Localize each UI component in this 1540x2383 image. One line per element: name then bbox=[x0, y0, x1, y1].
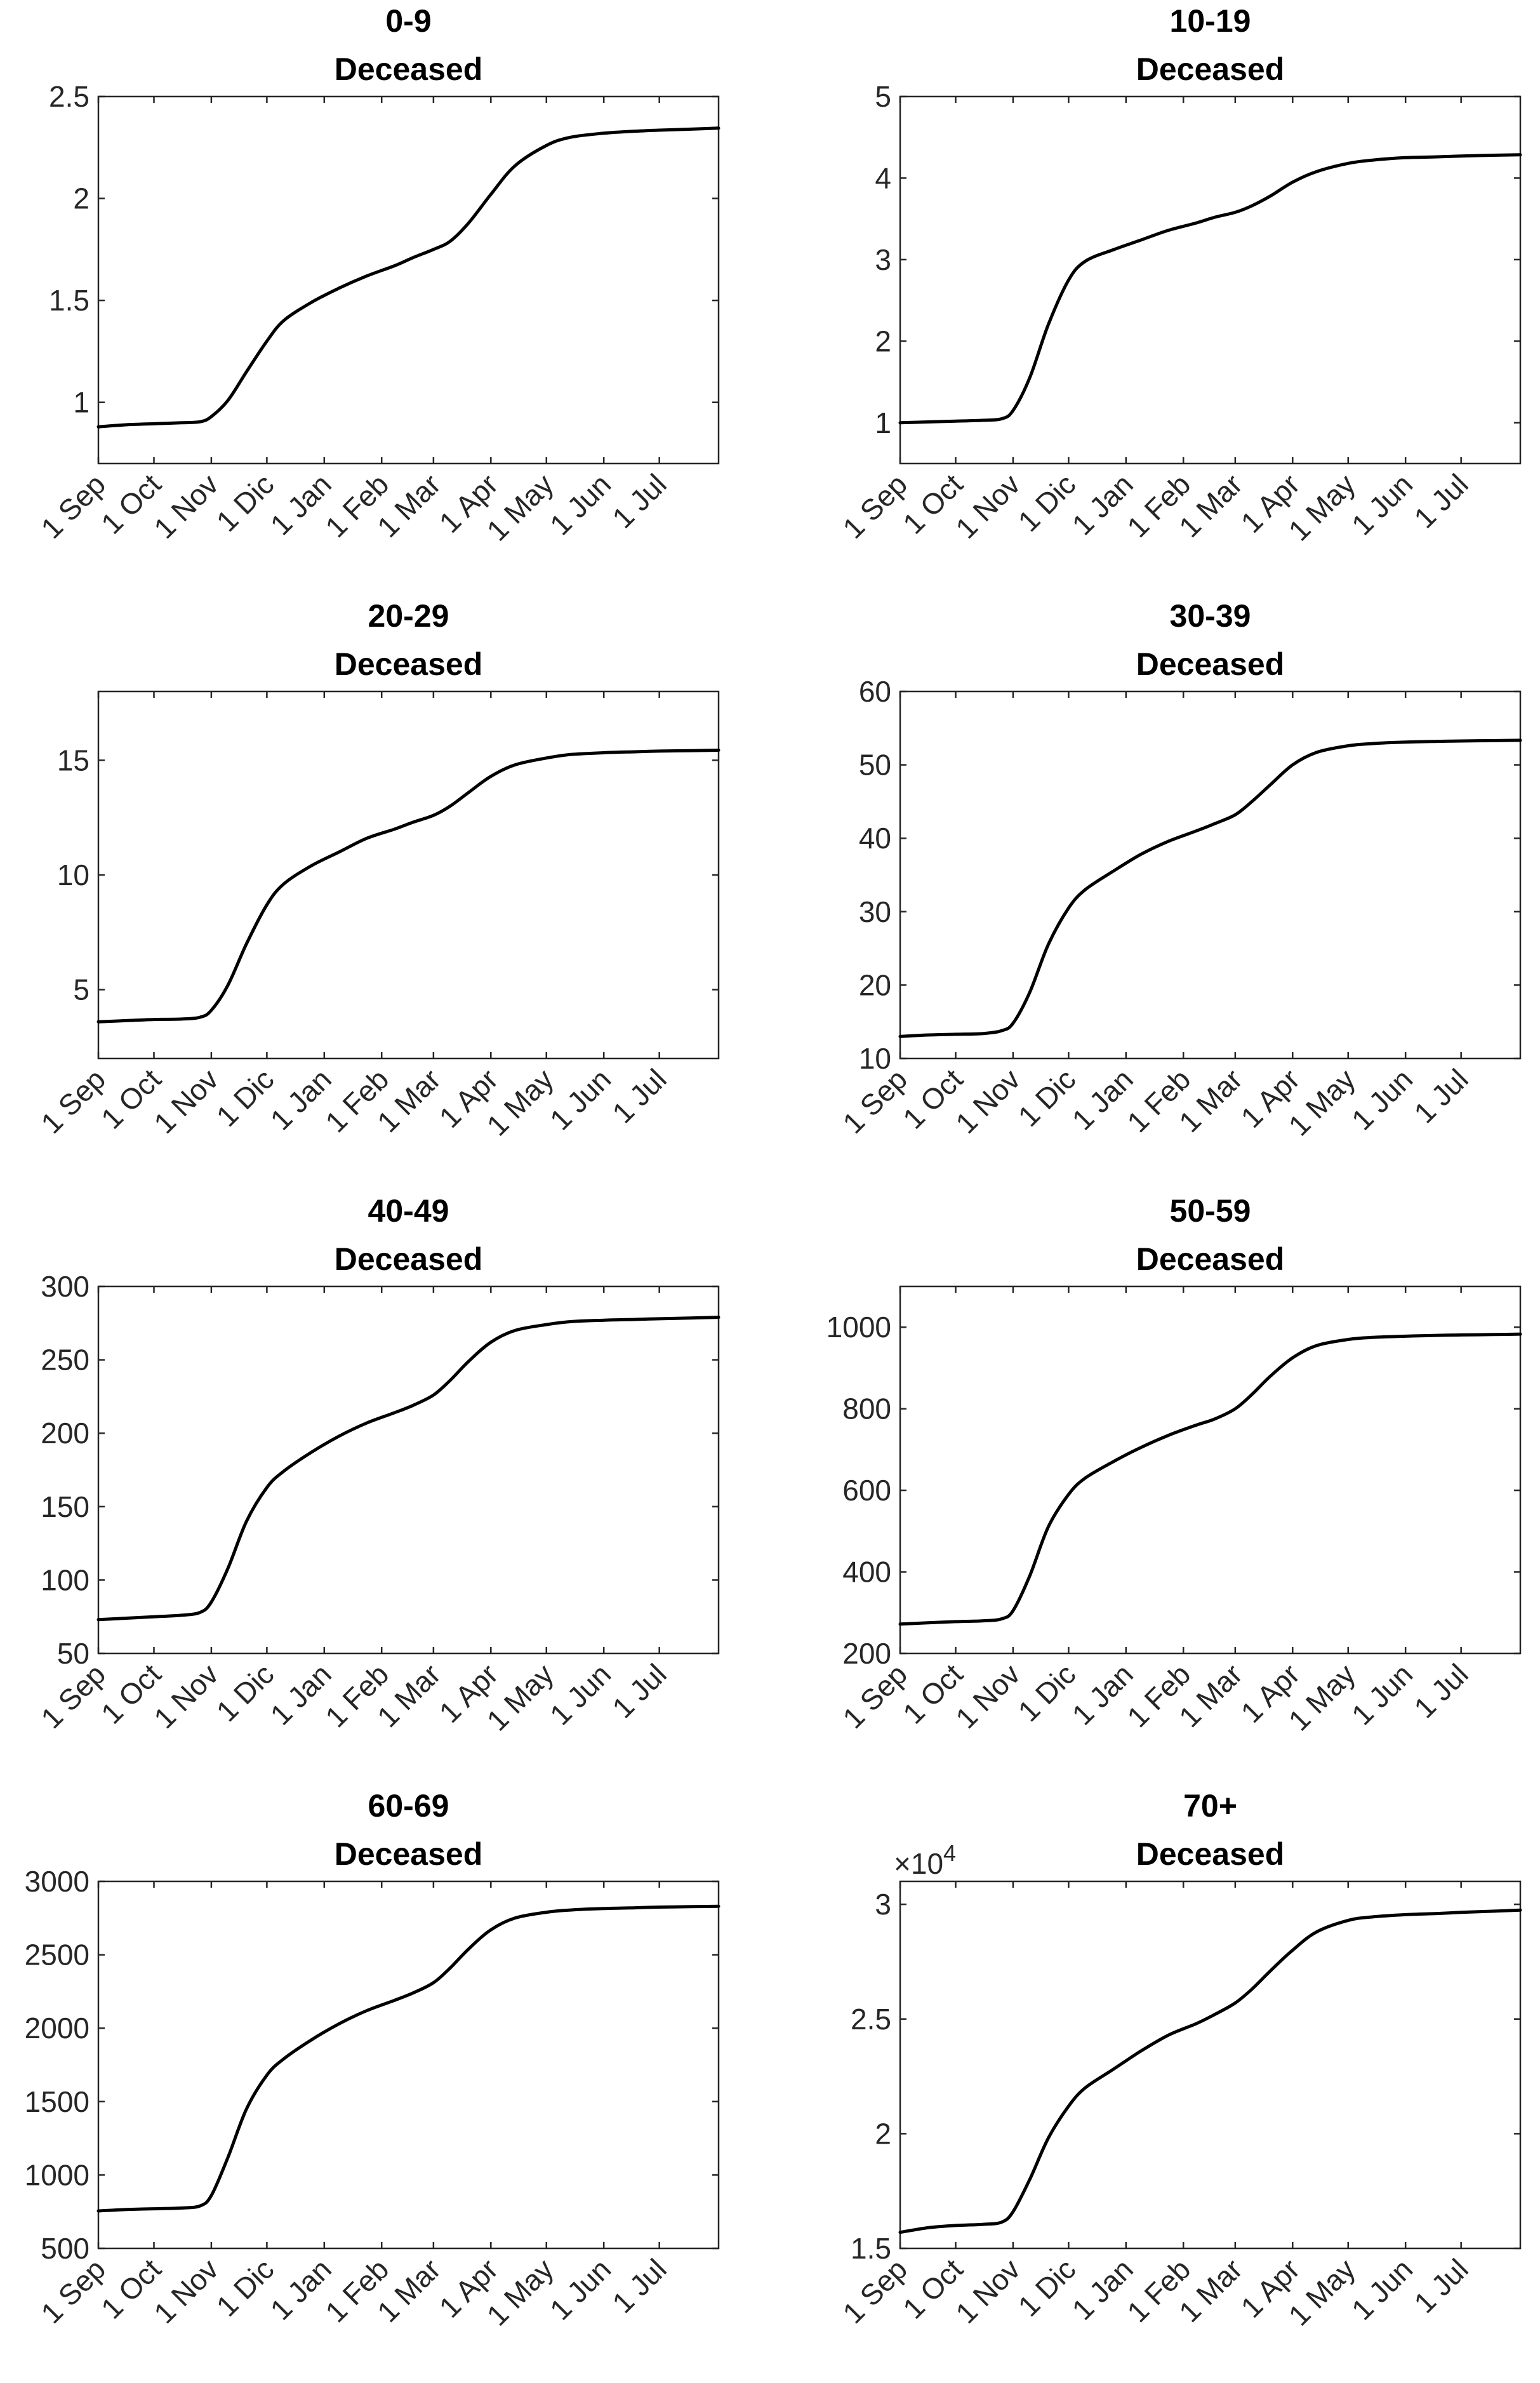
y-tick-label: 3 bbox=[875, 243, 891, 276]
y-tick-label: 10 bbox=[859, 1042, 891, 1075]
subplot-subtitle: Deceased bbox=[1136, 1241, 1285, 1277]
axes-box bbox=[97, 1880, 720, 2250]
y-tick-label: 150 bbox=[41, 1490, 90, 1523]
y-tick-label: 1.5 bbox=[851, 2232, 891, 2265]
series-line-deceased bbox=[96, 126, 720, 429]
series-line-deceased bbox=[898, 738, 1522, 1038]
series-line-deceased bbox=[898, 1332, 1522, 1626]
subplot-subtitle: Deceased bbox=[1136, 646, 1285, 682]
subplot-title: 50-59 bbox=[1170, 1193, 1251, 1229]
y-tick-label: 30 bbox=[859, 895, 891, 928]
subplot-title: 40-49 bbox=[368, 1193, 449, 1229]
subplot-title: 70+ bbox=[1183, 1788, 1237, 1824]
subplot-subtitle: Deceased bbox=[335, 1836, 483, 1872]
y-tick-label: 2000 bbox=[25, 2012, 90, 2045]
axes-box bbox=[899, 1880, 1522, 2250]
y-tick-label: 2.5 bbox=[49, 80, 90, 113]
y-exponent-power: 4 bbox=[943, 1840, 956, 1866]
subplot-title: 60-69 bbox=[368, 1788, 449, 1824]
series-line-deceased bbox=[898, 1908, 1522, 2234]
subplot-subtitle: Deceased bbox=[1136, 1836, 1285, 1872]
axes-box bbox=[97, 95, 720, 465]
y-tick-label: 600 bbox=[842, 1474, 891, 1507]
subplot-subtitle: Deceased bbox=[1136, 51, 1285, 87]
y-tick-label: 4 bbox=[875, 161, 891, 194]
series-line-deceased bbox=[96, 749, 720, 1024]
series-line-deceased bbox=[898, 153, 1522, 425]
y-tick-label: 1000 bbox=[25, 2158, 90, 2191]
y-tick-label: 2 bbox=[875, 2117, 891, 2150]
axes-box bbox=[899, 95, 1522, 465]
y-tick-label: 20 bbox=[859, 968, 891, 1001]
y-tick-label: 3000 bbox=[25, 1865, 90, 1898]
y-tick-label: 500 bbox=[41, 2232, 90, 2265]
y-tick-label: 40 bbox=[859, 822, 891, 855]
y-tick-label: 100 bbox=[41, 1563, 90, 1596]
y-tick-label: 2 bbox=[875, 324, 891, 357]
subplot-title: 20-29 bbox=[368, 598, 449, 634]
axes-box bbox=[97, 690, 720, 1060]
y-tick-label: 1000 bbox=[826, 1311, 891, 1344]
y-tick-label: 800 bbox=[842, 1392, 891, 1425]
subplot-title: 0-9 bbox=[385, 3, 431, 39]
y-tick-label: 3 bbox=[875, 1888, 891, 1921]
axes-box bbox=[899, 1285, 1522, 1655]
y-tick-label: 300 bbox=[41, 1270, 90, 1303]
subplot-subtitle: Deceased bbox=[335, 51, 483, 87]
y-tick-label: 15 bbox=[57, 744, 90, 777]
series-line-deceased bbox=[96, 1316, 720, 1622]
y-tick-label: 60 bbox=[859, 675, 891, 708]
axes-box bbox=[899, 690, 1522, 1060]
series-line-deceased bbox=[96, 1904, 720, 2213]
y-tick-label: 5 bbox=[73, 973, 90, 1006]
y-tick-label: 1 bbox=[73, 386, 90, 419]
y-tick-label: 1 bbox=[875, 406, 891, 439]
y-tick-label: 250 bbox=[41, 1344, 90, 1377]
y-tick-label: 5 bbox=[875, 80, 891, 113]
y-tick-label: 400 bbox=[842, 1556, 891, 1589]
subplot-subtitle: Deceased bbox=[335, 646, 483, 682]
y-tick-label: 2500 bbox=[25, 1939, 90, 1972]
subplot-subtitle: Deceased bbox=[335, 1241, 483, 1277]
y-tick-label: 2.5 bbox=[851, 2003, 891, 2036]
axes-box bbox=[97, 1285, 720, 1655]
subplot-title: 10-19 bbox=[1170, 3, 1251, 39]
y-tick-label: 10 bbox=[57, 858, 90, 891]
y-tick-label: 200 bbox=[842, 1637, 891, 1670]
y-tick-label: 1500 bbox=[25, 2085, 90, 2118]
y-tick-label: 50 bbox=[57, 1637, 90, 1670]
y-tick-label: 2 bbox=[73, 182, 90, 215]
subplot-title: 30-39 bbox=[1170, 598, 1251, 634]
y-tick-label: 1.5 bbox=[49, 284, 90, 317]
y-tick-label: 50 bbox=[859, 749, 891, 782]
y-tick-label: 200 bbox=[41, 1417, 90, 1450]
